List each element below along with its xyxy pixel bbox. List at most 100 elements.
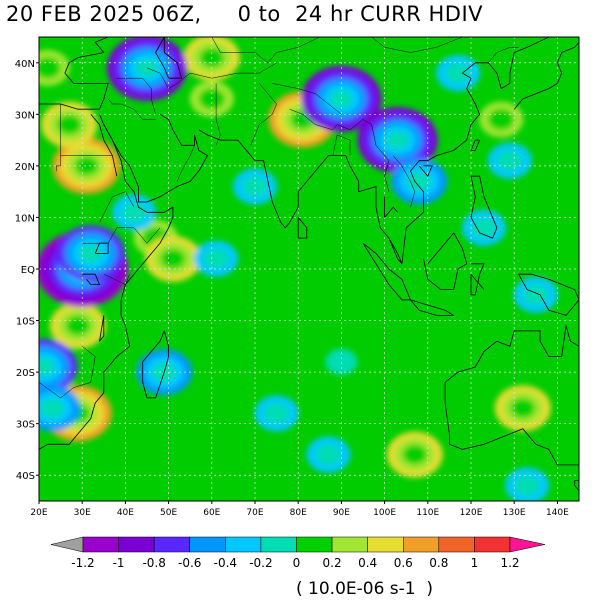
latitude-label: 20N <box>15 162 35 173</box>
country-border <box>176 145 195 182</box>
divergence-min-19 <box>79 244 103 263</box>
country-border <box>393 155 416 208</box>
coastline <box>198 129 403 265</box>
latitude-label: 20S <box>16 368 35 379</box>
longitude-label: 70E <box>246 508 263 518</box>
colorbar-bin <box>331 536 368 553</box>
longitude-label: 140E <box>546 508 569 518</box>
colorbar-tick-labels: -1.2 -1 -0.8 -0.6 -0.4 -0.2 0 0.2 0.4 0.6 0.8 1 1.2 <box>71 556 519 570</box>
divergence-min-25 <box>496 150 523 172</box>
longitude-label: 50E <box>160 508 177 518</box>
coastline <box>470 175 498 239</box>
colorbar-bin <box>225 536 262 553</box>
coastline <box>297 217 308 239</box>
coastline <box>518 273 579 316</box>
convergence-max-11 <box>488 108 515 130</box>
longitude-label: 40E <box>117 508 134 518</box>
convergence-max-8 <box>65 316 90 336</box>
convergence-max-0 <box>75 156 99 176</box>
country-border <box>211 37 320 64</box>
divergence-min-21 <box>39 357 55 377</box>
country-border <box>272 83 342 115</box>
coastline <box>574 480 579 492</box>
colorbar-bin <box>474 536 511 553</box>
convergence-max-13 <box>402 444 427 465</box>
latitude-label: 30N <box>15 110 35 121</box>
coastline <box>39 114 174 450</box>
country-border <box>146 62 277 89</box>
divergence-min-33 <box>121 201 148 223</box>
colorbar-tick-label: 1.2 <box>500 556 519 570</box>
divergence-min-24 <box>470 217 497 239</box>
coastlines <box>39 37 579 492</box>
coastline <box>99 315 105 342</box>
country-border <box>215 83 221 146</box>
divergence-min-29 <box>263 402 290 424</box>
coastline <box>82 273 100 285</box>
colorbar-bin <box>260 536 297 553</box>
colorbar-under-arrow <box>50 536 84 553</box>
country-border <box>39 346 96 399</box>
country-border <box>99 191 135 223</box>
longitude-label: 20E <box>30 508 47 518</box>
longitude-label: 80E <box>290 508 307 518</box>
country-border <box>56 104 61 171</box>
divergence-min-22 <box>39 398 64 418</box>
coastline <box>401 37 549 264</box>
coastline <box>155 37 182 79</box>
latitude-label: 30S <box>16 420 35 431</box>
colorbar-bin <box>367 536 404 553</box>
country-border <box>116 77 156 115</box>
colorbar-tick-label: 0 <box>293 556 301 570</box>
coastline <box>410 299 455 316</box>
colorbar-tick-label: 0.4 <box>358 556 377 570</box>
country-border <box>289 108 372 131</box>
coastline <box>142 330 169 399</box>
map-title: 20 FEB 2025 06Z, 0 to 24 hr CURR HDIV <box>6 2 484 26</box>
latitude-label: 10S <box>16 317 35 328</box>
country-border <box>82 227 161 244</box>
map-plot-area <box>38 36 580 502</box>
country-border <box>371 37 463 53</box>
longitude-label: 60E <box>203 508 220 518</box>
colorbar-tick-label: -0.2 <box>249 556 272 570</box>
divergence-min-32 <box>514 475 541 497</box>
latitude-label: 40N <box>15 59 35 70</box>
coastline <box>444 382 579 466</box>
colorbar <box>50 536 546 553</box>
country-border <box>371 124 390 192</box>
latitude-label: 40S <box>16 471 35 482</box>
coastline <box>423 232 468 290</box>
longitude-label: 90E <box>333 508 350 518</box>
coastline <box>90 114 118 177</box>
convergence-max-7 <box>160 249 185 269</box>
colorbar-bin <box>189 536 226 553</box>
divergence-min-30 <box>522 284 549 306</box>
colorbar-bin <box>82 536 119 553</box>
country-border <box>250 83 277 146</box>
colorbar-tick-label: -1.2 <box>71 556 94 570</box>
divergence-min-31 <box>325 348 358 375</box>
country-border <box>103 273 130 285</box>
colorbar-tick-label: 0.6 <box>394 556 413 570</box>
country-border <box>332 134 351 156</box>
convergence-max-12 <box>510 398 535 418</box>
longitude-labels: 20E 30E 40E 50E 60E 70E 80E 90E 100E 110E 120E 130E… <box>30 501 569 518</box>
coastline <box>444 325 579 383</box>
coastline <box>418 165 433 177</box>
colorbar-bin <box>296 536 333 553</box>
divergence-min-27 <box>203 248 230 270</box>
country-border <box>107 98 122 105</box>
colorbar-tick-label: 0.2 <box>323 556 342 570</box>
divergence-min-28 <box>315 444 342 466</box>
coastline <box>384 196 398 218</box>
colorbar-tick-label: 0.8 <box>429 556 448 570</box>
convergence-max-1 <box>57 114 82 135</box>
coastline <box>39 37 109 110</box>
longitude-label: 110E <box>416 508 439 518</box>
units-label: ( 10.0E-06 s-1 ) <box>296 579 434 599</box>
coastline <box>470 139 480 151</box>
colorbar-tick-label: -0.6 <box>178 556 201 570</box>
colorbar-tick-label: -0.4 <box>214 556 237 570</box>
